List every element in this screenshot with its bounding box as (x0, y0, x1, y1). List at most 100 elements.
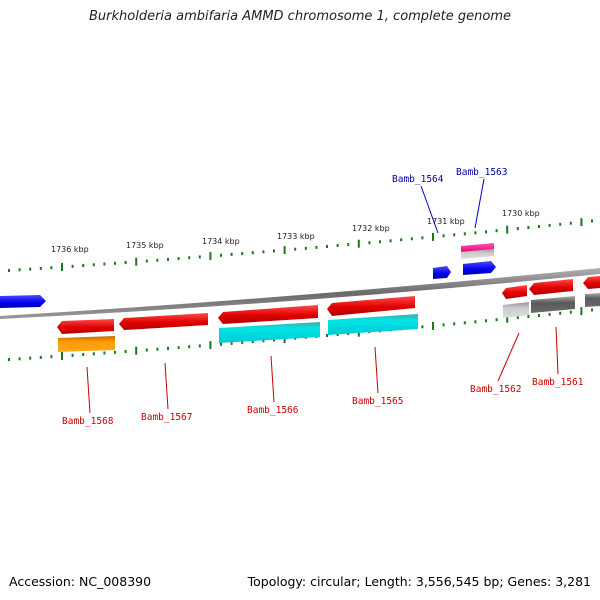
scale-tick (580, 307, 583, 316)
scale-tick (82, 353, 85, 356)
gene-label-bamb-1563[interactable]: Bamb_1563 (456, 167, 507, 178)
scale-tick (135, 346, 138, 355)
scale-tick (506, 314, 509, 323)
scale-label: 1731 kbp (427, 217, 465, 226)
scale-tick (474, 231, 477, 235)
gene-feature-bamb-1565[interactable] (327, 296, 415, 316)
scale-tick (71, 353, 74, 357)
scale-tick (198, 255, 201, 259)
gene-label-bamb-1566[interactable]: Bamb_1566 (247, 405, 299, 416)
scale-label: 1730 kbp (502, 209, 540, 218)
scale-tick (326, 334, 328, 337)
scale-tick (103, 351, 106, 355)
leader-line (555, 326, 559, 375)
gene-label-bamb-1562[interactable]: Bamb_1562 (470, 384, 521, 395)
gene-label-bamb-1565[interactable]: Bamb_1565 (352, 396, 403, 407)
scale-tick (294, 247, 297, 251)
scale-tick (18, 268, 21, 272)
leader-line (374, 346, 379, 394)
scale-tick (262, 250, 265, 254)
scale-tick (8, 358, 10, 361)
scale-tick (283, 246, 286, 255)
scale-label: 1733 kbp (277, 232, 315, 241)
gene-feature-bamb-1565-cyan[interactable] (328, 314, 418, 335)
scale-tick (167, 257, 169, 261)
scale-tick (474, 320, 477, 324)
scale-tick (442, 323, 445, 327)
scale-tick (527, 315, 530, 318)
scale-tick (82, 264, 85, 267)
leader-line (164, 362, 169, 410)
gene-label-bamb-1564[interactable]: Bamb_1564 (392, 174, 444, 185)
scale-tick (103, 262, 106, 266)
scale-tick (580, 218, 583, 227)
scale-tick (145, 259, 148, 263)
leader-line (474, 178, 485, 229)
scale-tick (29, 267, 32, 271)
scale-tick (92, 263, 95, 267)
gene-feature-bamb-1562-gray[interactable] (503, 302, 529, 318)
scale-tick (527, 226, 530, 229)
scale-tick (220, 253, 222, 257)
scale-tick (315, 245, 318, 249)
scale-tick (230, 341, 233, 345)
scale-tick (188, 256, 191, 260)
scale-tick (326, 245, 328, 248)
scale-tick (124, 261, 127, 264)
gene-label-bamb-1567[interactable]: Bamb_1567 (141, 412, 192, 423)
scale-label: 1734 kbp (202, 237, 240, 246)
gene-feature-bamb-1562[interactable] (502, 285, 527, 299)
scale-tick (516, 316, 519, 320)
scale-tick (209, 341, 212, 350)
gene-feature-bamb-1568[interactable] (57, 319, 114, 334)
scale-tick (29, 356, 32, 360)
leader-line (270, 355, 275, 403)
scale-tick (336, 333, 339, 336)
scale-tick (262, 339, 265, 343)
scale-tick (71, 264, 74, 268)
gene-feature-edge[interactable] (583, 276, 600, 289)
gene-feature-bamb-1566[interactable] (218, 305, 318, 324)
gene-feature-bamb-1561[interactable] (529, 279, 573, 295)
scale-tick (273, 249, 275, 253)
scale-tick (453, 233, 456, 237)
gene-label-bamb-1561[interactable]: Bamb_1561 (532, 377, 584, 388)
gene-feature-light[interactable] (461, 249, 494, 259)
gene-feature-bamb-1567[interactable] (119, 313, 208, 330)
scale-tick (410, 237, 413, 241)
scale-tick (591, 219, 593, 223)
gene-feature-bamb-1564[interactable] (433, 266, 451, 279)
scale-tick (495, 318, 498, 322)
gene-label-bamb-1568[interactable]: Bamb_1568 (62, 416, 114, 427)
gene-feature-bamb-1561-gray[interactable] (531, 296, 575, 313)
scale-tick (220, 342, 222, 346)
gene-feature[interactable] (0, 295, 46, 308)
scale-tick (92, 352, 95, 356)
scale-tick (379, 240, 381, 244)
scale-tick (61, 352, 63, 360)
scale-tick (538, 225, 540, 228)
scale-tick (156, 258, 159, 262)
scale-tick (336, 244, 339, 247)
scale-labels: 1736 kbp 1735 kbp 1734 kbp 1733 kbp 1732… (51, 209, 540, 254)
leader-line (420, 185, 439, 234)
scale-tick (61, 263, 63, 271)
gene-feature-bamb-1563[interactable] (463, 261, 496, 275)
scale-tick (188, 345, 191, 349)
scale-tick (177, 257, 180, 261)
gene-feature-edge-gray[interactable] (585, 293, 600, 307)
scale-tick (167, 346, 169, 350)
scale-tick (591, 308, 593, 312)
scale-tick (421, 236, 424, 240)
scale-tick (569, 310, 572, 314)
scale-tick (559, 222, 562, 226)
topology-text: Topology: circular; Length: 3,556,545 bp… (247, 574, 591, 589)
scale-tick (177, 346, 180, 350)
scale-tick (114, 350, 116, 354)
scale-tick (495, 229, 498, 233)
scale-tick (506, 225, 509, 234)
map-title: Burkholderia ambifaria AMMD chromosome 1… (88, 9, 512, 24)
gene-feature-bamb-1568-orange[interactable] (58, 336, 115, 352)
gene-feature-bamb-1566-cyan[interactable] (219, 322, 320, 343)
